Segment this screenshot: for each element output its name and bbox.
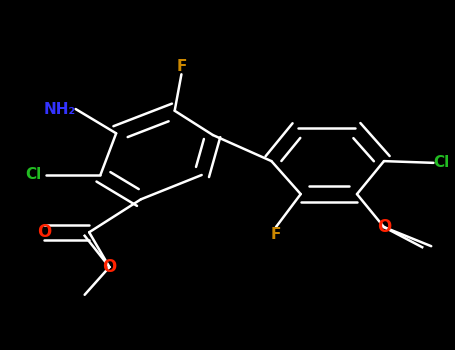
Text: NH₂: NH₂ [44, 102, 76, 117]
Text: F: F [176, 59, 187, 74]
Text: F: F [271, 227, 281, 242]
Text: Cl: Cl [25, 168, 42, 182]
Text: O: O [102, 258, 116, 276]
Text: O: O [37, 223, 51, 241]
Text: O: O [377, 218, 391, 236]
Text: Cl: Cl [434, 155, 450, 170]
